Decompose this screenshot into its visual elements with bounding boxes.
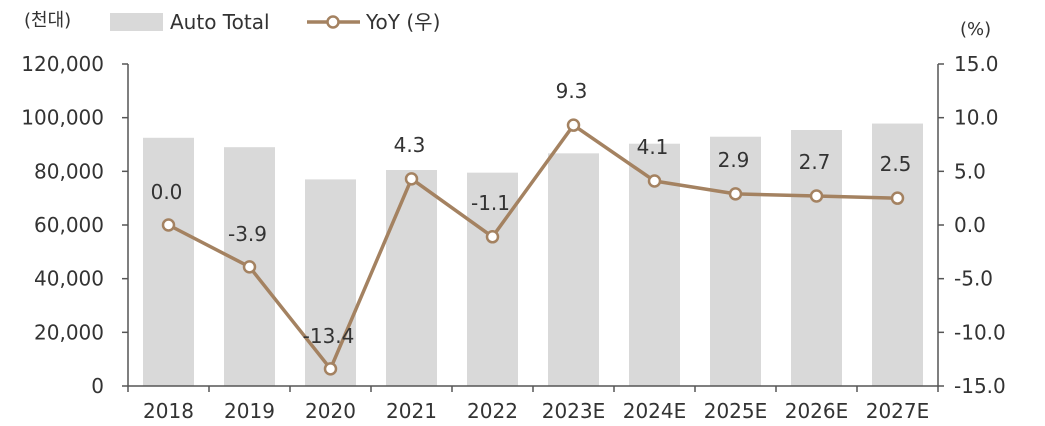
right-axis-tick-label: -10.0 [954, 320, 1006, 344]
right-axis-tick-label: -15.0 [954, 374, 1006, 398]
yoy-data-label-2025e: 2.9 [718, 148, 750, 172]
yoy-point-2021 [404, 172, 419, 186]
yoy-data-label-2026e: 2.7 [799, 150, 831, 174]
yoy-data-label-2023e: 9.3 [556, 79, 588, 103]
yoy-data-label-2027e: 2.5 [880, 152, 912, 176]
x-axis-label-2023e: 2023E [542, 399, 606, 423]
left-axis-tick-label: 20,000 [34, 320, 104, 344]
yoy-point-2022 [485, 230, 500, 244]
right-axis-unit: (%) [960, 19, 991, 40]
bar-2025e [710, 136, 761, 386]
bar-2022 [467, 172, 518, 386]
right-axis-tick-label: 15.0 [954, 52, 999, 76]
legend-item-yoy: YoY (우) [307, 10, 440, 34]
yoy-data-label-2022: -1.1 [471, 191, 510, 215]
yoy-data-label-2020: -13.4 [303, 324, 355, 348]
legend-item-auto-total: Auto Total [110, 10, 270, 34]
left-axis-unit: (천대) [24, 10, 71, 31]
yoy-point-2024e [647, 174, 662, 188]
x-axis-label-2025e: 2025E [704, 399, 768, 423]
right-axis-tick-label: 10.0 [954, 106, 999, 130]
bar-2021 [386, 169, 437, 386]
x-axis-label-2019: 2019 [224, 399, 275, 423]
x-axis-label-2020: 2020 [305, 399, 356, 423]
yoy-point-2027e [890, 191, 905, 205]
x-axis-label-2024e: 2024E [623, 399, 687, 423]
bar-2027e [872, 123, 923, 386]
yoy-point-2019 [242, 260, 257, 274]
bar-2023e [548, 153, 599, 386]
x-axis-label-2022: 2022 [467, 399, 518, 423]
legend-swatch-bar [110, 13, 163, 31]
left-axis-tick-label: 0 [91, 374, 104, 398]
yoy-data-label-2018: 0.0 [151, 180, 183, 204]
yoy-data-label-2024e: 4.1 [637, 135, 669, 159]
bar-2026e [791, 130, 842, 386]
yoy-line [167, 123, 898, 371]
bar-2018 [143, 137, 194, 386]
bar-2020 [305, 179, 356, 386]
x-axis-label-2027e: 2027E [866, 399, 930, 423]
right-axis-tick-label: 5.0 [954, 159, 986, 183]
yoy-point-2018 [161, 218, 176, 232]
left-axis-tick-label: 100,000 [21, 106, 104, 130]
right-axis-tick-label: 0.0 [954, 213, 986, 237]
yoy-point-2025e [728, 187, 743, 201]
left-axis-tick-label: 80,000 [34, 159, 104, 183]
legend-label-yoy: YoY (우) [365, 10, 440, 34]
left-axis-tick-label: 60,000 [34, 213, 104, 237]
left-axis-tick-label: 40,000 [34, 267, 104, 291]
yoy-point-2023e [566, 118, 581, 132]
left-axis-tick-label: 120,000 [21, 52, 104, 76]
yoy-point-2020 [323, 362, 338, 376]
yoy-data-label-2019: -3.9 [228, 222, 267, 246]
x-axis-label-2018: 2018 [143, 399, 194, 423]
legend-label-auto-total: Auto Total [170, 10, 270, 34]
x-axis-label-2021: 2021 [386, 399, 437, 423]
yoy-point-2026e [809, 189, 824, 203]
right-axis-tick-label: -5.0 [954, 267, 993, 291]
yoy-data-label-2021: 4.3 [394, 133, 426, 157]
legend-swatch-marker [326, 15, 340, 29]
x-axis-label-2026e: 2026E [785, 399, 849, 423]
